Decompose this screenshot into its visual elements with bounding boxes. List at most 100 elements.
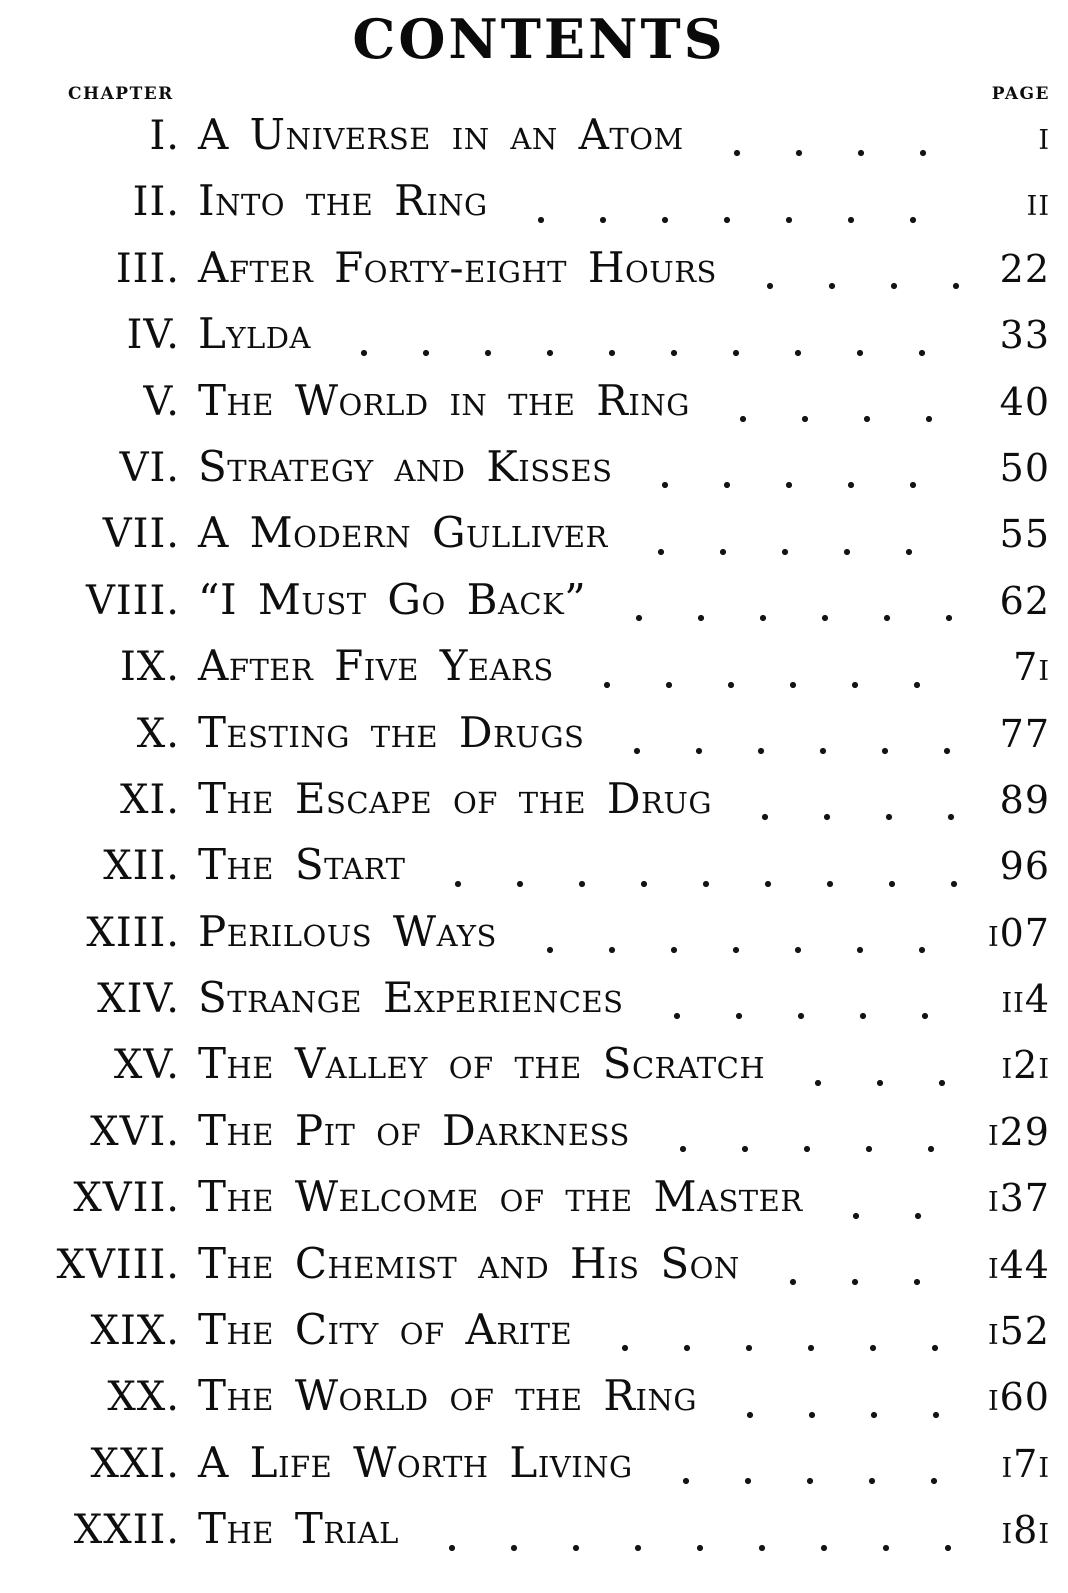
toc-row: XV. The Valley of the Scratch i2i (28, 1039, 1050, 1106)
chapter-title: “I Must Go Back” (198, 574, 587, 624)
chapter-title: After Five Years (198, 641, 554, 691)
chapter-numeral: VII. (102, 511, 180, 558)
chapter-title: A Modern Gulliver (198, 508, 608, 558)
page-number: i8i (1001, 1508, 1050, 1553)
page-number: i44 (987, 1242, 1050, 1287)
page-number: i60 (987, 1375, 1050, 1420)
dot-leader (415, 840, 966, 907)
page-number: 50 (999, 445, 1050, 490)
dot-leader (563, 641, 966, 708)
toc-row: XXII. The Trial i8i (28, 1504, 1050, 1571)
chapter-title: The City of Arite (198, 1305, 573, 1355)
toc-row: XI. The Escape of the Drug 89 (28, 773, 1050, 841)
chapter-title: The World of the Ring (198, 1371, 697, 1421)
dot-leader (408, 1504, 966, 1571)
chapter-numeral: XII. (103, 843, 180, 890)
chapter-numeral: IV. (126, 312, 180, 359)
page-number: ii (1026, 180, 1050, 225)
table-of-contents: I. A Universe in an Atom i II. Into the … (28, 110, 1050, 1571)
toc-row: XIX. The City of Arite i52 (28, 1305, 1050, 1372)
chapter-title: The Trial (198, 1504, 399, 1554)
page-number: 55 (999, 512, 1050, 557)
page-number: 22 (999, 246, 1050, 291)
chapter-title: Lylda (198, 309, 311, 359)
chapter-title: Strategy and Kisses (198, 441, 613, 491)
chapter-title: The Start (198, 840, 406, 890)
dot-leader (699, 375, 966, 442)
chapter-numeral: IX. (120, 644, 180, 691)
dot-leader (642, 1437, 966, 1505)
chapter-title: A Life Worth Living (198, 1437, 633, 1487)
chapter-numeral: V. (143, 378, 180, 425)
toc-row: XVIII. The Chemist and His Son i44 (28, 1238, 1050, 1306)
toc-row: X. Testing the Drugs 77 (28, 707, 1050, 774)
toc-row: IV. Lylda 33 (28, 309, 1050, 376)
dot-leader (722, 773, 966, 841)
page-number: i37 (987, 1176, 1050, 1221)
dot-leader (582, 1305, 966, 1372)
toc-row: I. A Universe in an Atom i (28, 110, 1050, 177)
dot-leader (693, 110, 966, 177)
toc-row: XVII. The Welcome of the Master i37 (28, 1172, 1050, 1239)
chapter-numeral: X. (136, 710, 180, 757)
page-title: CONTENTS (352, 7, 726, 71)
toc-row: XIV. Strange Experiences ii4 (28, 973, 1050, 1040)
toc-row: IX. After Five Years 7i (28, 641, 1050, 708)
dot-leader (622, 441, 966, 509)
dot-leader (706, 1371, 966, 1438)
chapter-title: The Chemist and His Son (198, 1238, 740, 1288)
dot-leader (639, 1105, 966, 1173)
chapter-numeral: I. (149, 113, 180, 159)
chapter-title: The World in the Ring (198, 375, 690, 425)
page-number: i (1038, 114, 1050, 158)
toc-row: VIII. “I Must Go Back” 62 (28, 574, 1050, 642)
chapter-numeral: XIX. (90, 1308, 180, 1355)
chapter-numeral: XIV. (97, 976, 180, 1023)
page-number: 40 (999, 379, 1050, 424)
page-number: i2i (1001, 1043, 1050, 1088)
chapter-numeral: XXI. (90, 1440, 180, 1487)
chapter-numeral: III. (115, 245, 180, 292)
chapter-title: The Valley of the Scratch (198, 1039, 766, 1089)
page-number: i52 (987, 1309, 1050, 1354)
chapter-title: Perilous Ways (198, 906, 497, 956)
page-number: i7i (1001, 1441, 1050, 1486)
toc-row: III. After Forty-eight Hours 22 (28, 242, 1050, 310)
chapter-title: The Pit of Darkness (198, 1105, 630, 1155)
dot-leader (749, 1238, 966, 1306)
chapter-numeral: XVII. (73, 1175, 180, 1222)
chapter-title: Into the Ring (198, 176, 488, 226)
dot-leader (726, 242, 966, 310)
dot-leader (321, 309, 966, 376)
chapter-title: After Forty-eight Hours (198, 242, 717, 292)
toc-row: VI. Strategy and Kisses 50 (28, 441, 1050, 509)
toc-row: V. The World in the Ring 40 (28, 375, 1050, 442)
chapter-title: Strange Experiences (198, 973, 624, 1023)
toc-row: VII. A Modern Gulliver 55 (28, 508, 1050, 575)
chapter-title: The Escape of the Drug (198, 773, 713, 823)
dot-leader (497, 176, 966, 243)
chapter-column-header: CHAPTER (68, 84, 174, 104)
page-number: i29 (987, 1109, 1050, 1154)
dot-leader (506, 906, 966, 974)
column-headers: CHAPTER PAGE (28, 84, 1050, 108)
dot-leader (633, 973, 966, 1040)
toc-row: XXI. A Life Worth Living i7i (28, 1437, 1050, 1505)
chapter-title: The Welcome of the Master (198, 1172, 803, 1222)
chapter-title: A Universe in an Atom (198, 110, 684, 159)
chapter-numeral: XI. (120, 776, 180, 823)
toc-row: XVI. The Pit of Darkness i29 (28, 1105, 1050, 1173)
toc-row: XII. The Start 96 (28, 840, 1050, 907)
page-number: 62 (999, 578, 1050, 623)
chapter-title: Testing the Drugs (198, 707, 585, 757)
chapter-numeral: XV. (113, 1042, 180, 1089)
chapter-numeral: XX. (107, 1374, 180, 1421)
page-number: 89 (999, 777, 1050, 822)
page-number: 77 (999, 711, 1050, 756)
page-column-header: PAGE (991, 84, 1050, 104)
dot-leader (775, 1039, 966, 1106)
toc-row: XIII. Perilous Ways i07 (28, 906, 1050, 974)
chapter-numeral: XXII. (73, 1507, 180, 1554)
chapter-numeral: II. (132, 179, 180, 226)
